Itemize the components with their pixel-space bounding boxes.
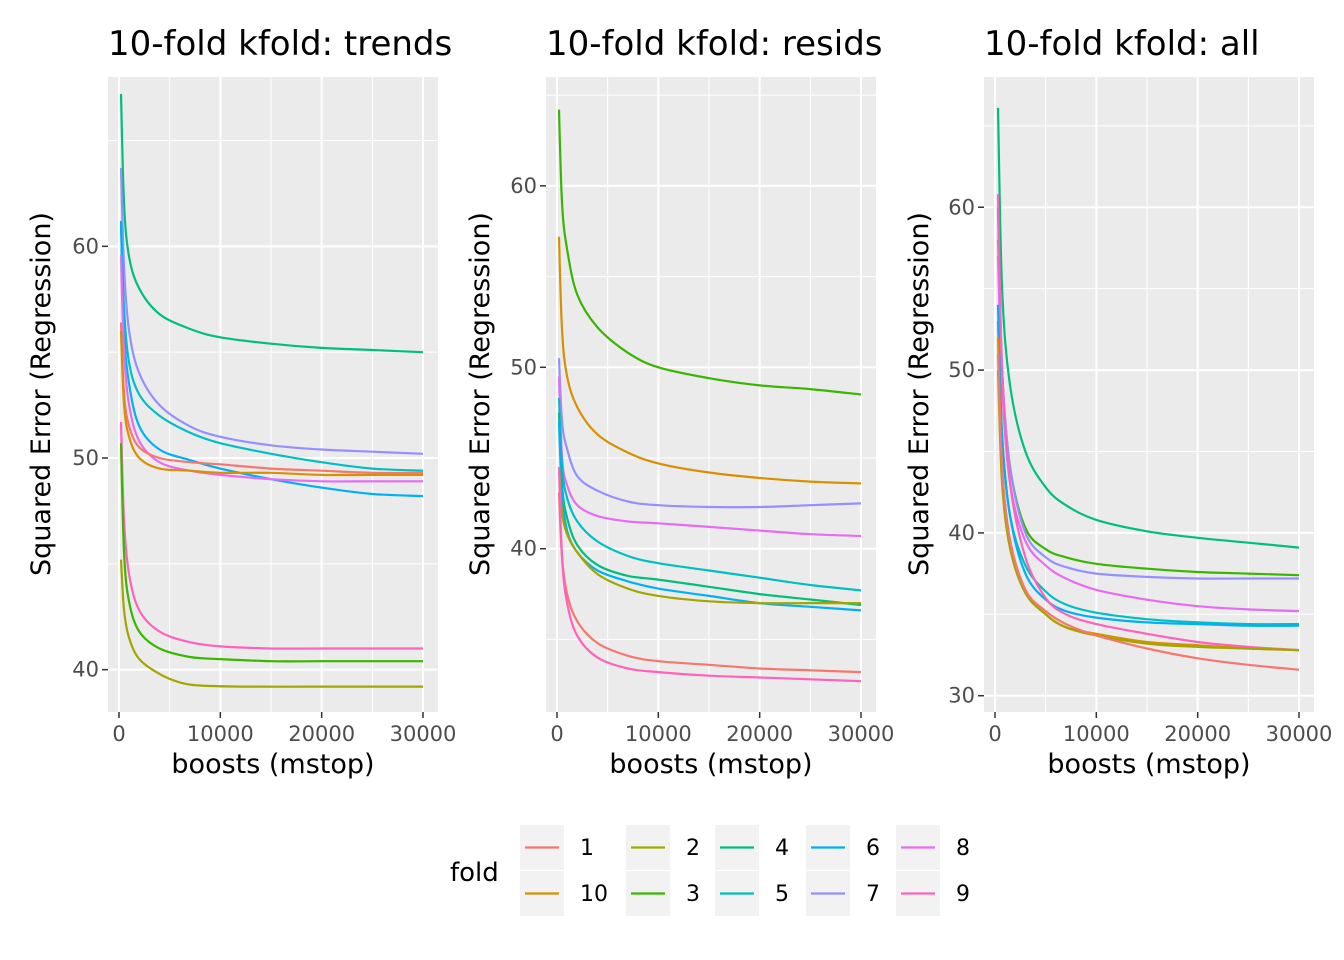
y-axis-title: Squared Error (Regression) bbox=[904, 212, 935, 576]
x-tick-label: 10000 bbox=[187, 722, 254, 746]
y-axis-title: Squared Error (Regression) bbox=[465, 212, 496, 576]
legend: fold 1 10 2 3 4 5 6 7 8 9 bbox=[450, 825, 970, 916]
y-tick-label: 30 bbox=[948, 684, 975, 708]
y-axis-title: Squared Error (Regression) bbox=[26, 212, 57, 576]
series-line-fold-7 bbox=[557, 358, 862, 509]
panel-title: 10-fold kfold: all bbox=[984, 24, 1260, 64]
series-line-fold-9 bbox=[119, 421, 423, 650]
plot-background bbox=[108, 77, 438, 712]
series-line-fold-6 bbox=[996, 304, 1300, 627]
series-line-fold-7 bbox=[119, 167, 424, 455]
legend-title: fold bbox=[450, 858, 499, 888]
x-tick-label: 20000 bbox=[1164, 722, 1231, 746]
series-line-fold-3 bbox=[557, 109, 862, 396]
panel-resids: 10-fold kfold: resids 40 50 60 0 10000 20000… bbox=[465, 24, 894, 780]
x-tick-label: 20000 bbox=[726, 722, 793, 746]
y-tick-label: 50 bbox=[948, 358, 975, 382]
legend-label: 5 bbox=[775, 882, 789, 907]
series-line-fold-2 bbox=[119, 559, 423, 688]
series-line-fold-3 bbox=[119, 443, 423, 663]
x-tick-label: 30000 bbox=[1266, 722, 1333, 746]
x-axis-ticks: 0 10000 20000 30000 bbox=[550, 712, 894, 746]
x-tick-label: 0 bbox=[988, 722, 1001, 746]
legend-item-fold-7: 7 bbox=[806, 871, 880, 916]
series-line-fold-1 bbox=[996, 353, 1300, 671]
series-line-fold-4 bbox=[119, 93, 424, 354]
series-lines bbox=[119, 93, 424, 688]
legend-label: 8 bbox=[956, 836, 970, 861]
y-tick-label: 40 bbox=[948, 521, 975, 545]
y-tick-label: 50 bbox=[510, 355, 537, 379]
legend-item-fold-8: 8 bbox=[896, 825, 970, 870]
legend-label: 7 bbox=[866, 882, 880, 907]
x-tick-label: 0 bbox=[112, 722, 125, 746]
series-line-fold-2 bbox=[996, 370, 1300, 652]
series-line-fold-6 bbox=[119, 220, 424, 498]
x-axis-ticks: 0 10000 20000 30000 bbox=[988, 712, 1332, 746]
legend-item-fold-4: 4 bbox=[715, 825, 789, 870]
legend-label: 9 bbox=[956, 882, 970, 907]
legend-items: 1 10 2 3 4 5 6 7 8 9 bbox=[520, 825, 970, 916]
series-line-fold-1 bbox=[119, 322, 424, 475]
panel-trends: 10-fold kfold: trends 40 50 60 0 10000 20000… bbox=[26, 24, 456, 780]
series-line-fold-9 bbox=[996, 194, 1300, 652]
panel-title: 10-fold kfold: trends bbox=[108, 24, 452, 64]
grid bbox=[546, 77, 876, 712]
y-tick-label: 60 bbox=[72, 234, 99, 258]
series-line-fold-4 bbox=[996, 107, 1300, 549]
series-line-fold-5 bbox=[557, 398, 862, 592]
legend-item-fold-3: 3 bbox=[626, 871, 700, 916]
x-axis-title: boosts (mstop) bbox=[1047, 749, 1250, 780]
x-axis-ticks: 0 10000 20000 30000 bbox=[112, 712, 456, 746]
legend-label: 6 bbox=[866, 836, 880, 861]
panel-title: 10-fold kfold: resids bbox=[546, 24, 883, 64]
x-axis-title: boosts (mstop) bbox=[171, 749, 374, 780]
legend-item-fold-2: 2 bbox=[626, 825, 700, 870]
x-tick-label: 0 bbox=[550, 722, 563, 746]
series-line-fold-2 bbox=[557, 467, 861, 605]
series-line-fold-5 bbox=[119, 225, 424, 472]
legend-item-fold-9: 9 bbox=[896, 871, 970, 916]
series-line-fold-10 bbox=[557, 236, 862, 485]
legend-label: 2 bbox=[686, 836, 700, 861]
legend-label: 3 bbox=[686, 882, 700, 907]
y-tick-label: 60 bbox=[948, 195, 975, 219]
x-tick-label: 10000 bbox=[625, 722, 692, 746]
plot-background bbox=[546, 77, 876, 712]
x-tick-label: 30000 bbox=[390, 722, 457, 746]
series-lines bbox=[557, 109, 862, 683]
legend-label: 4 bbox=[775, 836, 789, 861]
legend-item-fold-6: 6 bbox=[806, 825, 880, 870]
legend-item-fold-10: 10 bbox=[520, 871, 608, 916]
series-lines bbox=[996, 107, 1300, 671]
series-line-fold-6 bbox=[557, 421, 862, 612]
legend-item-fold-1: 1 bbox=[520, 825, 594, 870]
x-tick-label: 10000 bbox=[1063, 722, 1130, 746]
legend-item-fold-5: 5 bbox=[715, 871, 789, 916]
grid bbox=[984, 77, 1314, 712]
plot-background bbox=[984, 77, 1314, 712]
legend-label: 10 bbox=[580, 882, 608, 907]
y-tick-label: 40 bbox=[510, 537, 537, 561]
panel-all: 10-fold kfold: all 30 40 50 60 0 10000 20000 3… bbox=[904, 24, 1332, 780]
x-axis-title: boosts (mstop) bbox=[609, 749, 812, 780]
x-tick-label: 20000 bbox=[288, 722, 355, 746]
y-tick-label: 60 bbox=[510, 174, 537, 198]
series-line-fold-8 bbox=[557, 376, 862, 538]
x-tick-label: 30000 bbox=[828, 722, 895, 746]
y-axis-ticks: 40 50 60 bbox=[72, 234, 108, 682]
y-axis-ticks: 30 40 50 60 bbox=[948, 195, 984, 708]
y-tick-label: 50 bbox=[72, 446, 99, 470]
legend-label: 1 bbox=[580, 836, 594, 861]
y-axis-ticks: 40 50 60 bbox=[510, 174, 546, 561]
y-tick-label: 40 bbox=[72, 658, 99, 682]
series-line-fold-4 bbox=[557, 412, 862, 607]
series-line-fold-10 bbox=[119, 330, 423, 477]
series-line-fold-9 bbox=[557, 467, 862, 683]
